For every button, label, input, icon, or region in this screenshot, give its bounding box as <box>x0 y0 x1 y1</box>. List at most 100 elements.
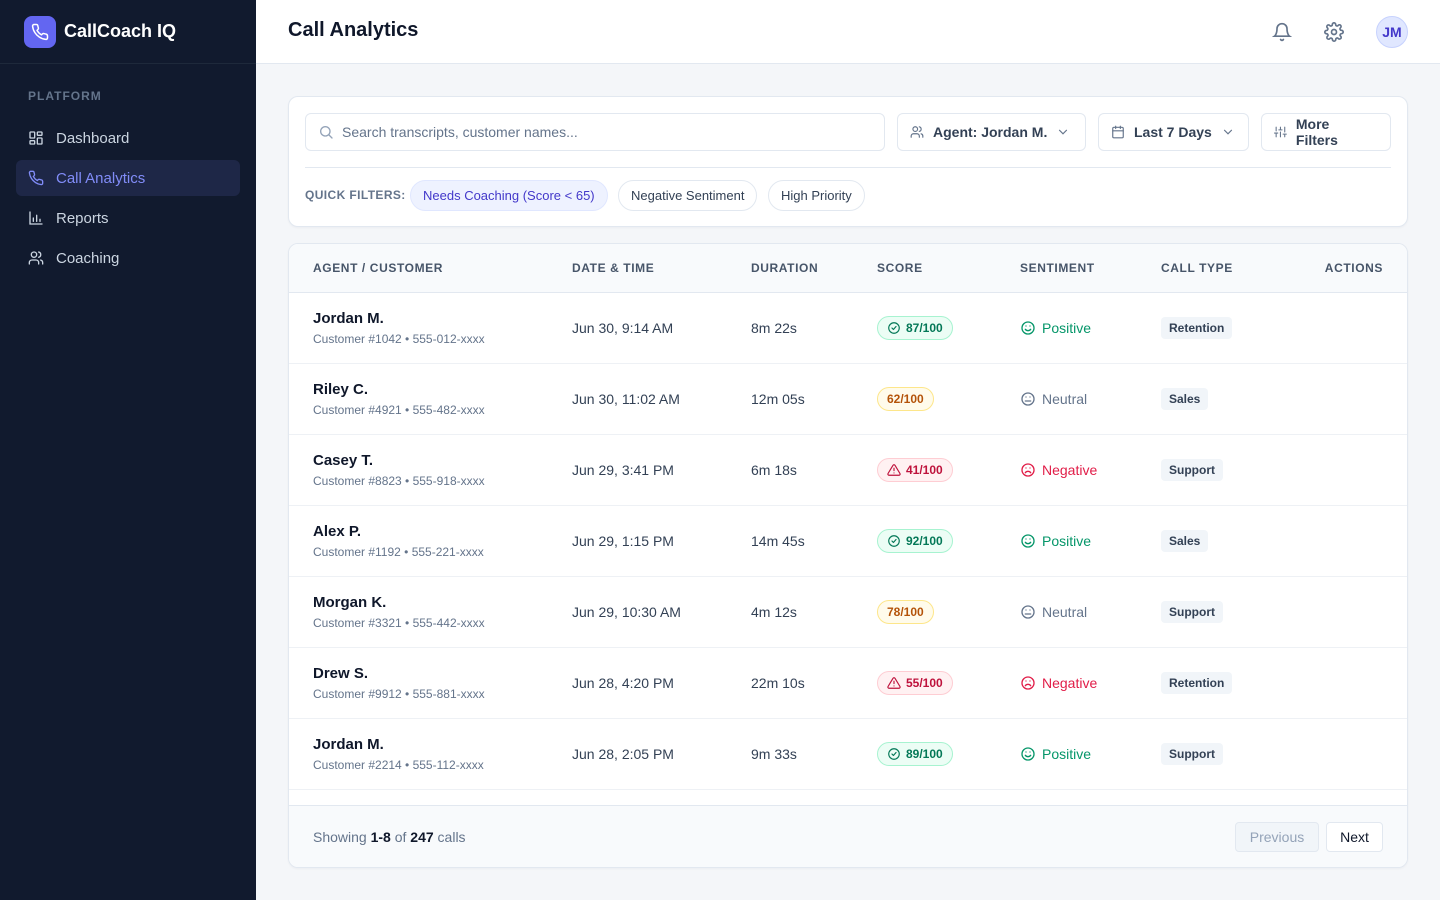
avatar[interactable]: JM <box>1376 16 1408 48</box>
sentiment-cell: Positive <box>1020 506 1091 576</box>
bell-icon[interactable] <box>1270 20 1294 44</box>
score-cell: 55/100 <box>877 648 953 718</box>
sidebar-nav: Dashboard Call Analytics Reports Coachin… <box>0 120 256 276</box>
agent-name[interactable]: Jordan M. <box>313 736 384 753</box>
agent-name[interactable]: Alex P. <box>313 523 362 540</box>
column-header-datetime[interactable]: DATE & TIME <box>572 261 655 275</box>
sentiment-label: Negative <box>1042 462 1098 478</box>
search-box[interactable] <box>305 113 885 151</box>
sidebar-item-dashboard[interactable]: Dashboard <box>16 120 240 156</box>
sentiment-indicator: Positive <box>1020 746 1091 762</box>
table-row[interactable]: Alex P. Customer #1192 • 555-221-xxxx Jun … <box>289 506 1407 577</box>
sentiment-label: Negative <box>1042 675 1098 691</box>
score-cell: 41/100 <box>877 435 953 505</box>
agent-filter-dropdown[interactable]: Agent: Jordan M. <box>897 113 1086 151</box>
table-row[interactable]: Riley C. Customer #4921 • 555-482-xxxx Jun… <box>289 364 1407 435</box>
users-icon <box>28 251 44 265</box>
check-circle-icon <box>888 748 900 760</box>
sentiment-label: Positive <box>1042 320 1092 336</box>
phone-icon <box>28 170 44 186</box>
quick-filter-needs-coaching[interactable]: Needs Coaching (Score < 65) <box>410 180 608 211</box>
call-type-cell: Retention <box>1161 648 1233 718</box>
customer-info: Customer #9912 • 555-881-xxxx <box>313 687 485 701</box>
previous-page-button[interactable]: Previous <box>1235 822 1319 852</box>
table-row[interactable]: Morgan K. Customer #3321 • 555-442-xxxx Ju… <box>289 577 1407 648</box>
frown-face-icon <box>1021 676 1035 690</box>
next-page-button[interactable]: Next <box>1326 822 1383 852</box>
column-header-score[interactable]: SCORE <box>877 261 923 275</box>
chevron-down-icon <box>1223 129 1232 135</box>
call-type-cell: Support <box>1161 719 1223 789</box>
call-type-cell: Support <box>1161 435 1223 505</box>
top-header: Call Analytics JM <box>256 0 1440 64</box>
date-range-dropdown[interactable]: Last 7 Days <box>1098 113 1249 151</box>
call-datetime: Jun 29, 1:15 PM <box>572 533 674 549</box>
score-cell: 92/100 <box>877 506 953 576</box>
agent-name[interactable]: Drew S. <box>313 665 369 682</box>
sentiment-cell: Neutral <box>1020 364 1087 434</box>
score-cell: 89/100 <box>877 719 953 789</box>
date-range-label: Last 7 Days <box>1134 124 1212 140</box>
score-badge: 41/100 <box>877 458 953 482</box>
column-header-duration[interactable]: DURATION <box>751 261 819 275</box>
sidebar: CallCoach IQ PLATFORM Dashboard Call Ana… <box>0 0 256 900</box>
sentiment-indicator: Neutral <box>1020 391 1087 407</box>
search-input[interactable] <box>342 124 862 140</box>
call-datetime: Jun 29, 10:30 AM <box>572 604 681 620</box>
agent-name[interactable]: Jordan M. <box>313 310 384 327</box>
sidebar-item-label: Dashboard <box>56 129 130 147</box>
call-type-cell: Sales <box>1161 364 1209 434</box>
smile-face-icon <box>1021 534 1035 548</box>
customer-info: Customer #2214 • 555-112-xxxx <box>313 758 484 772</box>
column-header-call-type[interactable]: CALL TYPE <box>1161 261 1233 275</box>
page-title: Call Analytics <box>288 19 419 41</box>
table-row[interactable]: Casey T. Customer #8823 • 555-918-xxxx Jun… <box>289 435 1407 506</box>
quick-filter-high-priority[interactable]: High Priority <box>768 180 865 211</box>
score-cell: 62/100 <box>877 364 934 434</box>
call-type-tag: Support <box>1161 601 1223 623</box>
agent-name[interactable]: Casey T. <box>313 452 374 469</box>
score-badge: 92/100 <box>877 529 953 553</box>
pagination-summary: Showing 1-8 of 247 calls <box>313 829 466 845</box>
call-datetime: Jun 29, 3:41 PM <box>572 462 674 478</box>
column-header-agent[interactable]: AGENT / CUSTOMER <box>313 261 444 275</box>
agent-name[interactable]: Riley C. <box>313 381 369 398</box>
call-duration: 9m 33s <box>751 746 797 762</box>
call-duration: 4m 12s <box>751 604 797 620</box>
column-header-sentiment[interactable]: SENTIMENT <box>1020 261 1095 275</box>
sidebar-item-reports[interactable]: Reports <box>16 200 240 236</box>
table-row[interactable]: Jordan M. Customer #1042 • 555-012-xxxx Ju… <box>289 293 1407 364</box>
score-value: 55/100 <box>906 676 943 690</box>
table-row[interactable]: Jordan M. Customer #2214 • 555-112-xxxx Ju… <box>289 719 1407 790</box>
sentiment-indicator: Positive <box>1020 533 1091 549</box>
chevron-down-icon <box>1059 129 1068 135</box>
sentiment-cell: Positive <box>1020 719 1091 789</box>
smile-face-icon <box>1021 321 1035 335</box>
neutral-face-icon <box>1021 392 1035 406</box>
sidebar-item-coaching[interactable]: Coaching <box>16 240 240 276</box>
table-footer: Showing 1-8 of 247 calls Previous Next <box>289 805 1407 867</box>
neutral-face-icon <box>1021 605 1035 619</box>
brand-logo-phone-icon <box>24 15 56 48</box>
quick-filter-negative-sentiment[interactable]: Negative Sentiment <box>618 180 758 211</box>
score-badge: 55/100 <box>877 671 953 695</box>
sentiment-indicator: Neutral <box>1020 604 1087 620</box>
score-value: 87/100 <box>906 321 943 335</box>
table-row[interactable]: Drew S. Customer #9912 • 555-881-xxxx Jun … <box>289 648 1407 719</box>
sentiment-cell: Positive <box>1020 293 1091 363</box>
call-type-tag: Support <box>1161 743 1223 765</box>
more-filters-button[interactable]: More Filters <box>1261 113 1391 151</box>
showing-of: of <box>394 829 407 845</box>
call-duration: 6m 18s <box>751 462 797 478</box>
score-badge: 87/100 <box>877 316 953 340</box>
gear-icon[interactable] <box>1322 20 1346 44</box>
agent-name[interactable]: Morgan K. <box>313 594 387 611</box>
sidebar-item-call-analytics[interactable]: Call Analytics <box>16 160 240 196</box>
score-badge: 89/100 <box>877 742 953 766</box>
brand: CallCoach IQ <box>0 0 256 64</box>
score-value: 78/100 <box>887 605 924 619</box>
sentiment-cell: Negative <box>1020 648 1097 718</box>
score-value: 62/100 <box>887 392 924 406</box>
more-filters-label: More Filters <box>1295 116 1338 148</box>
agent-filter-label: Agent: Jordan M. <box>933 124 1048 140</box>
